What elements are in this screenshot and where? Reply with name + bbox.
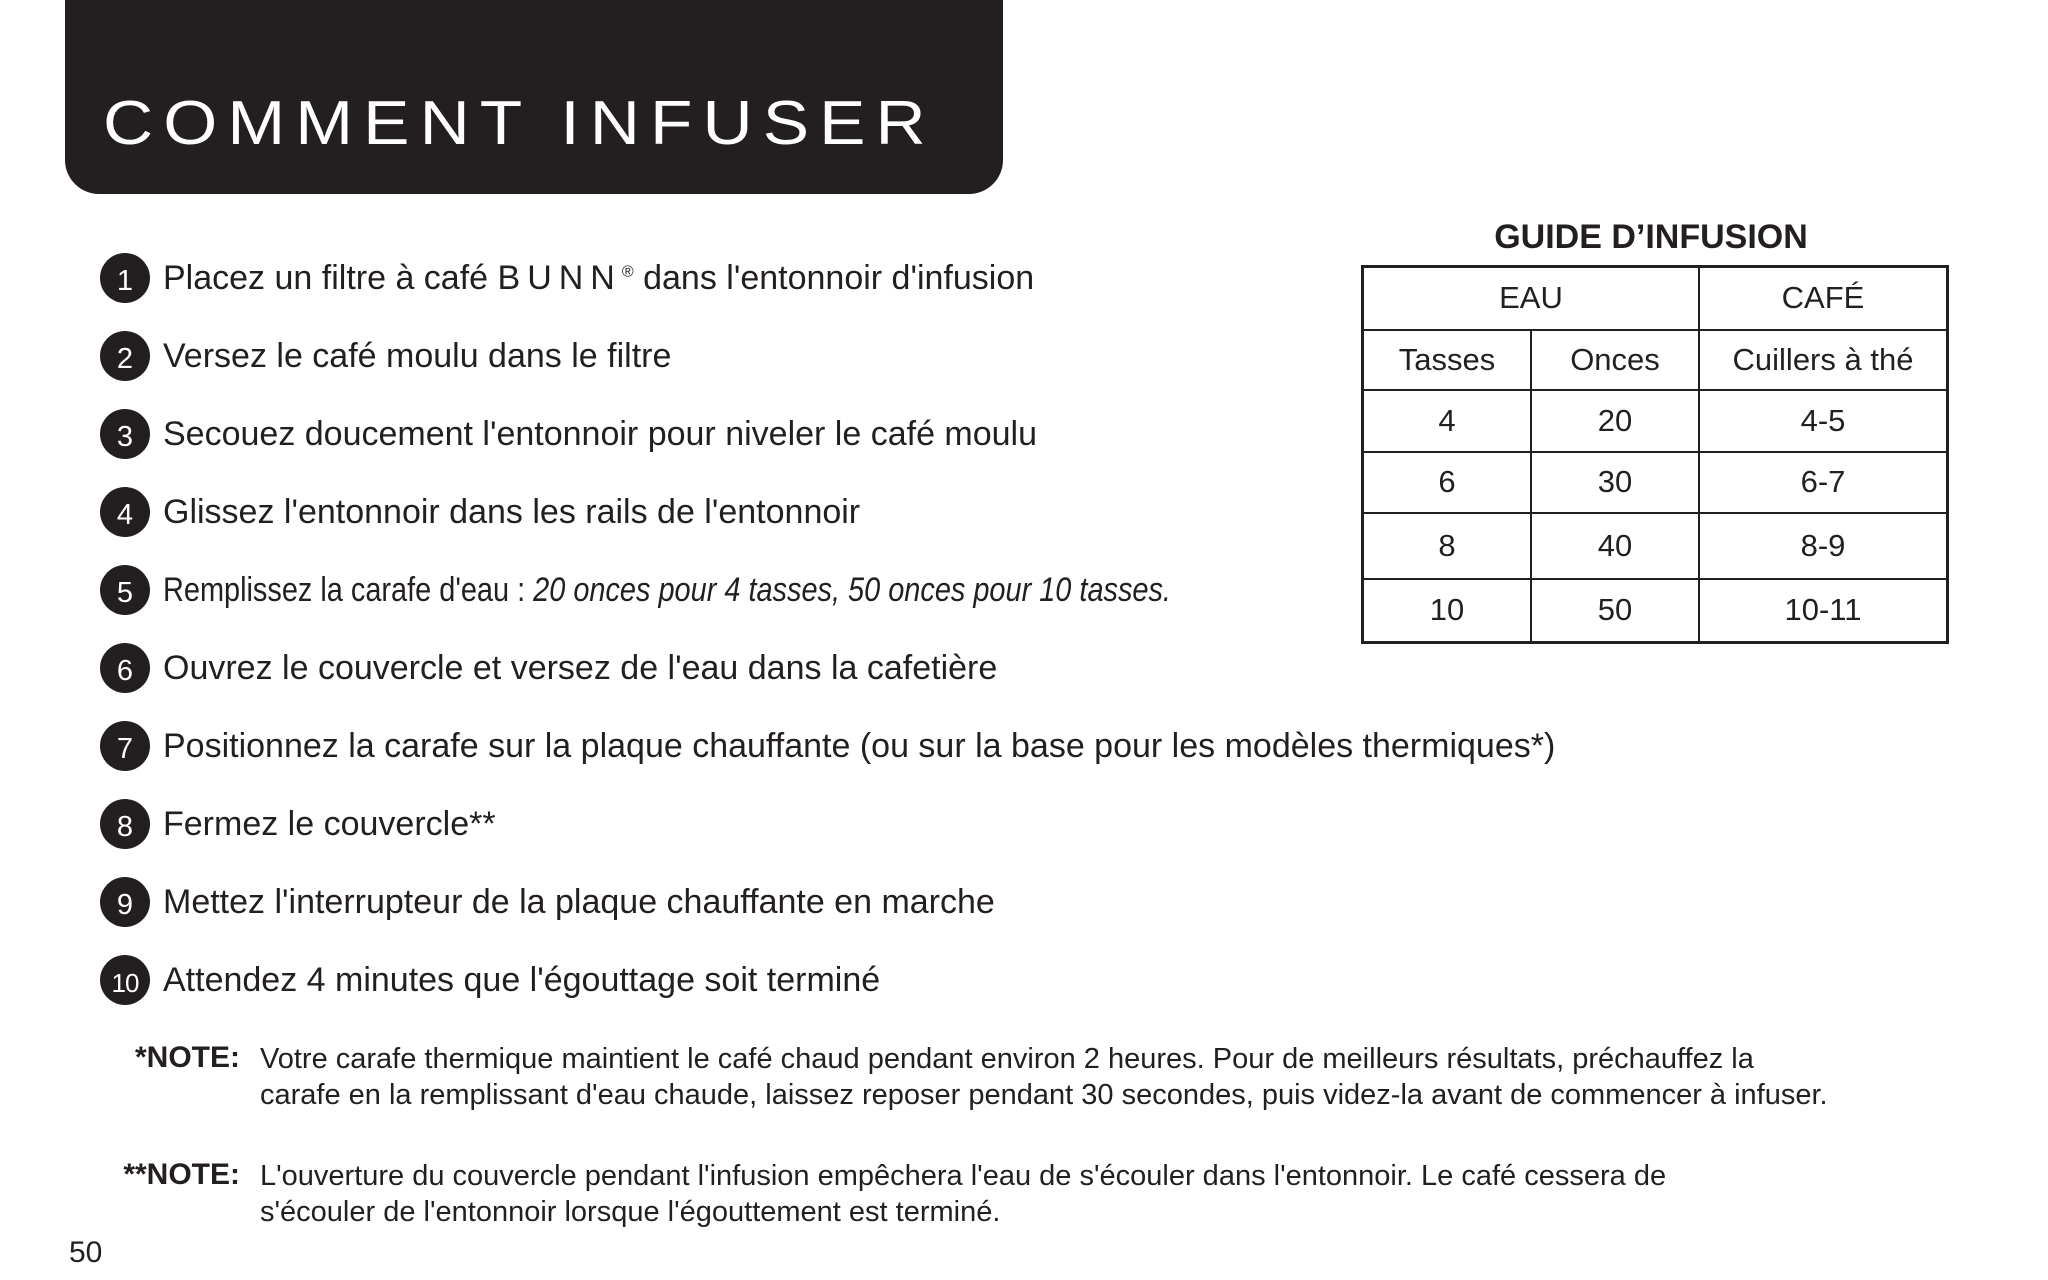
note-text: Votre carafe thermique maintient le café… (260, 1041, 1960, 1113)
step-item: 10 Attendez 4 minutes que l'égouttage so… (100, 954, 880, 1006)
guide-title: GUIDE D’INFUSION (1494, 218, 1808, 256)
step-text: Positionnez la carafe sur la plaque chau… (163, 726, 1556, 765)
table-cell: 6 (1361, 450, 1532, 514)
note-text: L'ouverture du couvercle pendant l'infus… (260, 1158, 1960, 1230)
note-line: Votre carafe thermique maintient le café… (260, 1043, 1754, 1075)
table-header-row: Tasses Onces Cuillers à thé (1361, 328, 1949, 391)
table-row: 6 30 6-7 (1361, 450, 1949, 514)
table-cell: 20 (1530, 388, 1700, 453)
note-line: carafe en la remplissant d'eau chaude, l… (260, 1079, 1828, 1111)
step-item: 1 Placez un filtre à café BUNN® dans l'e… (100, 252, 1034, 304)
column-header: Tasses (1361, 328, 1532, 391)
step-text-italic: 20 onces pour 4 tasses, 50 onces pour 10… (533, 570, 1171, 609)
step-text-main: Remplissez la carafe d'eau : (163, 570, 534, 609)
table-group-header-row: EAU CAFÉ (1361, 265, 1949, 331)
note-label: **NOTE: (123, 1158, 240, 1191)
step-number: 6 (100, 643, 150, 693)
table-cell: 50 (1530, 577, 1700, 644)
step-text: Ouvrez le couvercle et versez de l'eau d… (163, 648, 998, 687)
table-cell: 30 (1530, 450, 1700, 514)
step-text-post: dans l'entonnoir d'infusion (633, 258, 1035, 297)
table-cell: 6-7 (1698, 450, 1949, 514)
step-number: 5 (100, 565, 150, 615)
step-number: 8 (100, 799, 150, 849)
step-item: 3 Secouez doucement l'entonnoir pour niv… (100, 408, 1037, 460)
section-header: COMMENT INFUSER (65, 0, 1003, 194)
step-number: 9 (100, 877, 150, 927)
step-text: Remplissez la carafe d'eau : 20 onces po… (163, 571, 1171, 610)
step-text: Mettez l'interrupteur de la plaque chauf… (163, 882, 995, 921)
step-item: 8 Fermez le couvercle** (100, 798, 496, 850)
table-cell: 4 (1361, 388, 1532, 453)
table-row: 10 50 10-11 (1361, 577, 1949, 644)
table-cell: 8-9 (1698, 511, 1949, 580)
page-title: COMMENT INFUSER (103, 89, 936, 158)
column-header: Cuillers à thé (1698, 328, 1949, 391)
step-text-pre: Placez un filtre à café (163, 258, 498, 297)
step-item: 9 Mettez l'interrupteur de la plaque cha… (100, 876, 995, 928)
bunn-logo: BUNN® (498, 259, 634, 298)
step-text: Secouez doucement l'entonnoir pour nivel… (163, 414, 1038, 453)
column-header: Onces (1530, 328, 1700, 391)
step-item: 6 Ouvrez le couvercle et versez de l'eau… (100, 642, 997, 694)
table-cell: 4-5 (1698, 388, 1949, 453)
step-number: 10 (100, 955, 150, 1005)
table-cell: 10-11 (1698, 577, 1949, 644)
step-number: 2 (100, 331, 150, 381)
group-header-eau: EAU (1361, 265, 1700, 331)
step-item: 7 Positionnez la carafe sur la plaque ch… (100, 720, 1555, 772)
step-text: Attendez 4 minutes que l'égouttage soit … (163, 960, 881, 999)
table-cell: 10 (1361, 577, 1532, 644)
step-text: Versez le café moulu dans le filtre (163, 336, 672, 375)
step-text: Fermez le couvercle** (163, 804, 496, 843)
table-cell: 8 (1361, 511, 1532, 580)
step-item: 4 Glissez l'entonnoir dans les rails de … (100, 486, 860, 538)
step-item: 2 Versez le café moulu dans le filtre (100, 330, 671, 382)
brand-name: BUNN (497, 258, 622, 297)
registered-mark: ® (621, 263, 634, 281)
step-number: 4 (100, 487, 150, 537)
step-text: Glissez l'entonnoir dans les rails de l'… (163, 492, 861, 531)
table-row: 8 40 8-9 (1361, 511, 1949, 580)
note-label: *NOTE: (135, 1041, 240, 1074)
note-line: L'ouverture du couvercle pendant l'infus… (260, 1160, 1667, 1192)
step-text: Placez un filtre à café BUNN® dans l'ent… (163, 259, 1034, 298)
table-cell: 40 (1530, 511, 1700, 580)
step-number: 3 (100, 409, 150, 459)
step-item: 5 Remplissez la carafe d'eau : 20 onces … (100, 564, 1349, 616)
step-number: 7 (100, 721, 150, 771)
brewing-guide-table: EAU CAFÉ Tasses Onces Cuillers à thé 4 2… (1361, 265, 1949, 644)
group-header-cafe: CAFÉ (1698, 265, 1949, 331)
page-number: 50 (69, 1236, 103, 1269)
step-number: 1 (100, 253, 150, 303)
table-row: 4 20 4-5 (1361, 388, 1949, 453)
note-line: s'écouler de l'entonnoir lorsque l'égout… (260, 1196, 1001, 1228)
